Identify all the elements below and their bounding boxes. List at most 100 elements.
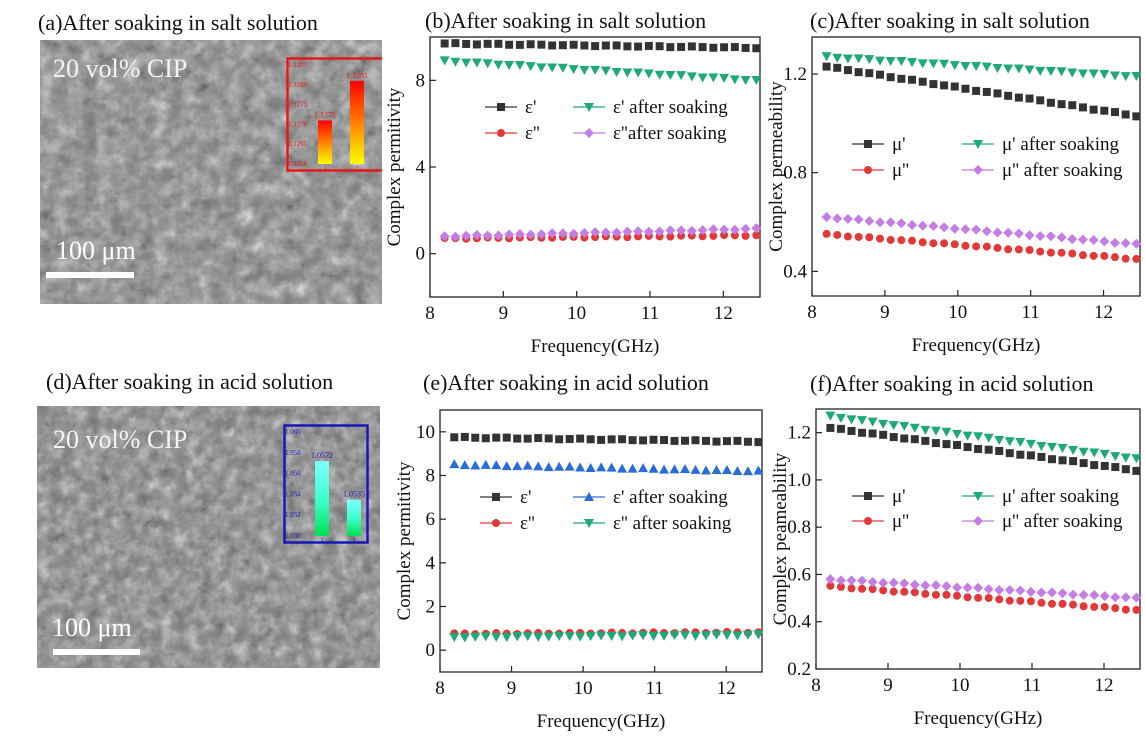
inset-bar [350,80,364,164]
data-point [1120,453,1131,463]
data-point [504,229,515,240]
data-point [698,232,707,241]
data-point [557,228,568,239]
data-point [579,66,590,76]
data-point [1024,65,1035,75]
legend-marker [584,103,594,112]
data-point [1131,592,1142,603]
data-point [900,434,909,443]
data-point [513,434,522,443]
x-tick-label: 10 [567,303,586,324]
data-point [709,231,718,240]
data-point [961,241,970,250]
legend-marker [584,128,594,138]
x-tick-label: 10 [948,302,967,323]
data-point [875,234,884,243]
data-point [1004,91,1013,100]
x-tick-label: 12 [1094,302,1113,323]
data-point [1111,463,1120,472]
data-point [1025,94,1034,103]
data-point [1015,438,1026,448]
data-point [752,231,761,240]
data-point [596,462,607,472]
legend-marker [864,140,872,148]
data-point [868,429,877,438]
data-point [899,421,910,431]
data-point [992,64,1003,74]
data-point [1132,254,1141,263]
data-point [1089,589,1100,600]
data-point [921,436,930,445]
data-point [917,59,928,69]
data-point [900,587,909,596]
y-tick-label: 6 [426,509,436,530]
data-point [575,632,586,642]
data-point [953,591,962,600]
data-point [741,43,750,52]
data-point [1131,72,1142,82]
data-point [1026,451,1035,460]
data-point [1036,441,1047,451]
series-0 [822,62,1141,121]
data-point [972,242,981,251]
data-point [709,43,718,52]
x-tick-label: 10 [951,675,970,696]
data-point [1132,466,1141,475]
data-point [1014,245,1023,254]
data-point [742,630,753,640]
data-point [1120,592,1131,603]
data-point [450,57,461,67]
data-point [843,66,852,75]
data-point [1099,449,1110,459]
data-point [1132,605,1141,614]
data-point [879,430,888,439]
data-point [666,43,675,52]
data-point [886,73,895,82]
data-point [1068,445,1079,455]
data-point [512,461,523,471]
data-point [874,217,885,228]
y-tick-label: 0.6 [787,564,811,585]
data-point [575,462,586,472]
data-point [690,631,701,641]
data-point [930,580,941,591]
data-point [544,434,553,443]
legend-marker [492,519,500,527]
data-point [557,63,568,73]
inset-ytick: 1.052 [285,511,301,519]
inset-bar [347,499,361,536]
data-point [591,42,600,51]
data-point [554,631,565,641]
data-point [711,464,722,474]
data-point [643,69,654,79]
legend-marker [497,103,505,111]
series-0 [440,39,761,53]
data-point [482,230,493,241]
plot-frame [811,36,1141,297]
legend-label: ε' [520,487,531,508]
data-point [1057,248,1066,257]
data-point [729,224,740,235]
data-point [708,224,719,235]
chart-title: (e)After soaking in acid solution [423,370,709,395]
panel-d-title: (d)After soaking in acid solution [46,369,334,394]
data-point [983,584,994,595]
data-point [952,582,963,593]
data-point [440,39,449,48]
data-point [1056,232,1067,243]
data-point [875,70,884,79]
series-3 [439,223,762,242]
data-point [1088,234,1099,245]
data-point [920,580,931,591]
inset-value-label: 1.1281 [346,71,368,80]
data-point [888,577,899,588]
data-point [680,631,691,641]
data-point [864,55,875,65]
data-point [627,463,638,473]
data-point [618,435,627,444]
data-point [501,633,512,643]
data-point [868,585,877,594]
data-point [720,231,729,240]
data-point [1077,234,1088,245]
data-point [622,226,633,237]
